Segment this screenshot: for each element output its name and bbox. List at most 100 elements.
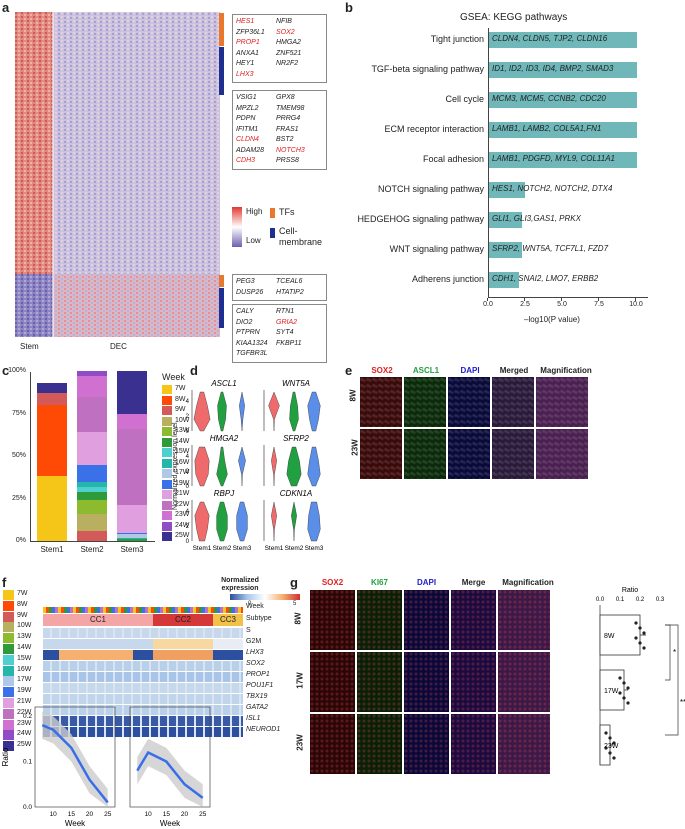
chart-f-ytick: 0.2 [23, 713, 32, 720]
chart-d-violin [307, 446, 321, 487]
chart-c-segment [77, 491, 107, 501]
chart-c-ytick: 25% [11, 494, 26, 502]
chart-d-violin [291, 501, 297, 542]
panel-f-legend-label: 7W [17, 590, 28, 597]
panel-f-row-label: ISL1 [246, 715, 261, 722]
gene-col: HES1 ZFP36L1 PROP1 ANXA1 HEY1 LHX3 [236, 18, 265, 78]
chart-g-category: 23W [604, 743, 619, 750]
panel-e-row-label: 8W [348, 389, 358, 402]
legend-cm-swatch [270, 228, 275, 238]
chart-f-line-CC2 [136, 750, 204, 799]
panel-e-header: Magnification [540, 366, 592, 375]
panel-f-legend-swatch [3, 719, 14, 730]
chart-c-segment [77, 513, 107, 531]
chart-g-point [618, 676, 622, 680]
chart-g-point [626, 686, 630, 690]
panel-f-legend-swatch [3, 644, 14, 654]
chart-b-category: Tight junction [430, 34, 484, 44]
chart-d-ytick: 4 [186, 454, 190, 460]
panel-f-subtype: CC3 [213, 614, 243, 626]
panel-f-legend-swatch [3, 600, 14, 611]
chart-g-point [604, 746, 608, 750]
chart-d-violin [268, 391, 280, 432]
chart-b-xtick-mark [487, 298, 488, 301]
chart-c-segment [77, 396, 107, 433]
panel-g-row-label: 17W [295, 672, 305, 689]
chart-b-bar-label: CLDN4, CLDN5, TJP2, CLDN16 [492, 34, 608, 43]
chart-c-legend-swatch [162, 406, 172, 415]
panel-f-row-label: Subtype [246, 615, 272, 622]
chart-c-legend-swatch [162, 427, 172, 436]
panel-f-colorbar [230, 594, 300, 600]
chart-f-frame [34, 706, 116, 808]
chart-g-point [612, 756, 616, 760]
chart-c-legend-label: 13W [175, 427, 190, 434]
panel-f-legend-swatch [3, 730, 14, 741]
chart-c-segment [77, 481, 107, 487]
panel-f-legend-label: 24W [17, 730, 32, 738]
chart-f-xtick: 15 [68, 811, 76, 818]
chart-d-ytick: 2 [186, 414, 190, 420]
chart-c-legend-label: 21W [175, 490, 190, 497]
panel-e-row-label: 23W [350, 439, 360, 456]
panel-f-heatmap-row [43, 705, 243, 715]
panel-e-micrograph [448, 377, 490, 427]
chart-c-legend-label: 10W [175, 416, 190, 424]
panel-f-legend-label: 16W [17, 665, 32, 673]
chart-g-point [604, 731, 608, 735]
chart-c-segment [77, 432, 107, 465]
chart-d-violin [236, 501, 248, 542]
chart-d-xtick: Stem1 [193, 545, 212, 552]
chart-c-legend-swatch [162, 469, 172, 478]
cm-bar-1 [219, 47, 224, 95]
legend-tf-swatch [270, 208, 275, 218]
chart-g-point [608, 751, 612, 755]
chart-c-segment [37, 405, 67, 477]
chart-b-xtick-mark [561, 298, 562, 301]
chart-g-category: 17W [604, 688, 619, 695]
panel-f-heatmap-row [43, 683, 243, 693]
chart-g-point [634, 636, 638, 640]
panel-e-micrograph [404, 377, 446, 427]
chart-b-bar: CDH1, SNAI2, LMO7, ERBB2 [489, 272, 598, 288]
chart-b-bar: GLI1, GLI3,GAS1, PRKX [489, 212, 581, 228]
panel-f-legend-swatch [3, 611, 14, 622]
legend-low: Low [246, 236, 261, 245]
panel-g-micrograph [451, 652, 496, 712]
chart-c-ytick: 0% [15, 537, 26, 544]
chart-f-line-CC1 [41, 724, 109, 804]
panel-f-legend-label: 25W [17, 741, 32, 749]
chart-d-xtick: Stem1 [265, 545, 284, 552]
chart-g-xlabel: Ratio [622, 587, 638, 594]
gene-box-3: PEG3 DUSP26 TCEAL6 HTATIP2 [232, 274, 327, 301]
chart-c-segment [117, 413, 147, 429]
chart-d-gene-title: WNT5A [282, 379, 310, 388]
chart-d-xtick: Stem3 [233, 545, 252, 552]
chart-d-violin [216, 446, 228, 487]
panel-f-legend-swatch [3, 708, 14, 719]
chart-c-segment [77, 371, 107, 377]
chart-b-category: WNT signaling pathway [389, 244, 484, 254]
chart-c-legend-label: 19W [175, 479, 190, 487]
chart-b-bar-label: GLI1, GLI3,GAS1, PRKX [492, 214, 581, 223]
chart-d-violin [289, 391, 299, 432]
panel-g-micrograph [498, 590, 550, 650]
chart-g-point [626, 701, 630, 705]
panel-f-row-label: LHX3 [246, 649, 264, 656]
panel-f-row-label: SOX2 [246, 660, 265, 667]
chart-c-legend-swatch [162, 395, 172, 405]
legend-high: High [246, 207, 263, 216]
panel-f-colorbar-tick: 5 [293, 601, 297, 607]
chart-d-ytick: 2 [186, 524, 190, 530]
panel-g-header: SOX2 [321, 578, 344, 587]
chart-d-ylabel: Normalized expression level [172, 422, 179, 510]
chart-b-xtick: 7.5 [594, 301, 604, 308]
panel-g-micrograph [498, 714, 550, 774]
chart-f-frame [129, 706, 211, 808]
panel-f-legend-label: 21W [17, 698, 32, 705]
chart-b-bar: SFRP2, WNT5A, TCF7L1, FZD7 [489, 242, 608, 258]
chart-d-xtick: Stem2 [285, 545, 304, 552]
chart-d-violin [194, 446, 210, 487]
